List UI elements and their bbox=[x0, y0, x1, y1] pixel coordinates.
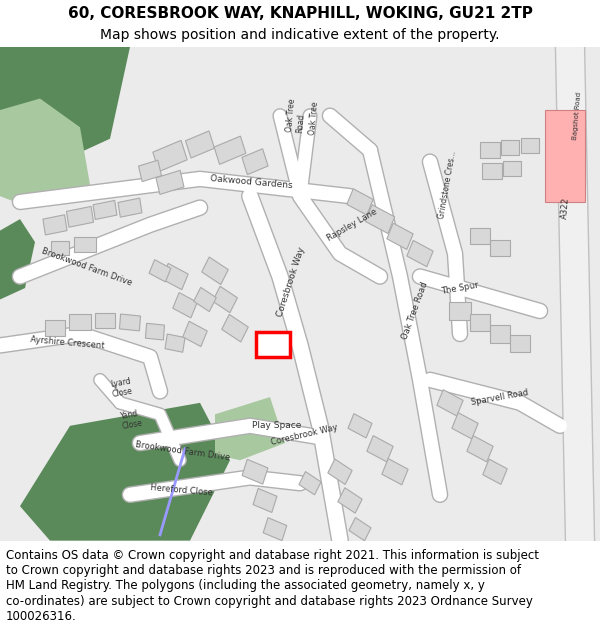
Bar bbox=[242, 149, 268, 174]
Text: Yand
Close: Yand Close bbox=[120, 409, 144, 431]
Text: Brookwood Farm Drive: Brookwood Farm Drive bbox=[40, 247, 133, 288]
Text: Hereford Close: Hereford Close bbox=[150, 483, 213, 498]
Bar bbox=[545, 110, 585, 202]
Bar bbox=[490, 326, 510, 342]
Bar bbox=[501, 141, 519, 156]
Text: Coresbrook Way: Coresbrook Way bbox=[275, 246, 306, 318]
Text: HM Land Registry. The polygons (including the associated geometry, namely x, y: HM Land Registry. The polygons (includin… bbox=[6, 579, 485, 592]
Bar bbox=[328, 459, 352, 484]
Polygon shape bbox=[0, 219, 35, 299]
Text: Contains OS data © Crown copyright and database right 2021. This information is : Contains OS data © Crown copyright and d… bbox=[6, 549, 539, 562]
Polygon shape bbox=[215, 397, 285, 460]
Bar bbox=[470, 314, 490, 331]
Text: Coresbrook Way: Coresbrook Way bbox=[270, 423, 338, 447]
Bar bbox=[452, 412, 478, 439]
Bar bbox=[95, 312, 115, 328]
Bar bbox=[467, 436, 493, 462]
Bar bbox=[338, 488, 362, 513]
Bar bbox=[119, 314, 140, 331]
Bar bbox=[263, 518, 287, 541]
Text: Oakwood Gardens: Oakwood Gardens bbox=[210, 174, 293, 191]
Bar bbox=[149, 259, 171, 282]
Text: Grindstone Cres...: Grindstone Cres... bbox=[437, 150, 458, 219]
Text: Map shows position and indicative extent of the property.: Map shows position and indicative extent… bbox=[100, 28, 500, 42]
Bar bbox=[183, 321, 207, 347]
Bar bbox=[490, 240, 510, 256]
Bar bbox=[348, 414, 372, 438]
Bar bbox=[43, 215, 67, 235]
Text: co-ordinates) are subject to Crown copyright and database rights 2023 Ordnance S: co-ordinates) are subject to Crown copyr… bbox=[6, 594, 533, 608]
Bar bbox=[51, 241, 69, 255]
Bar bbox=[367, 436, 393, 462]
Bar bbox=[449, 302, 471, 319]
Bar bbox=[222, 314, 248, 342]
Bar bbox=[480, 142, 500, 158]
Bar bbox=[173, 292, 197, 318]
Bar bbox=[407, 241, 433, 267]
Text: Play Space: Play Space bbox=[252, 421, 301, 430]
Text: Bagshot Road: Bagshot Road bbox=[572, 92, 582, 140]
Bar bbox=[365, 205, 395, 234]
Bar bbox=[194, 288, 216, 312]
Bar bbox=[483, 459, 507, 484]
Bar bbox=[482, 163, 502, 179]
Bar bbox=[521, 138, 539, 153]
Bar bbox=[165, 334, 185, 352]
Bar bbox=[256, 332, 290, 357]
Bar bbox=[510, 334, 530, 352]
Bar bbox=[162, 263, 188, 289]
Bar bbox=[503, 161, 521, 176]
Bar bbox=[214, 136, 246, 164]
Text: Ayrshire Crescent: Ayrshire Crescent bbox=[30, 336, 105, 351]
Polygon shape bbox=[0, 47, 130, 162]
Bar bbox=[387, 223, 413, 249]
Bar bbox=[242, 459, 268, 484]
Text: Oak Tree Road: Oak Tree Road bbox=[400, 281, 429, 341]
Bar bbox=[347, 189, 373, 215]
Text: to Crown copyright and database rights 2023 and is reproduced with the permissio: to Crown copyright and database rights 2… bbox=[6, 564, 521, 578]
Bar bbox=[349, 518, 371, 541]
Bar bbox=[253, 488, 277, 512]
Bar bbox=[202, 257, 228, 284]
Bar bbox=[67, 206, 94, 228]
Text: Rapsley Lane: Rapsley Lane bbox=[325, 207, 378, 243]
Text: Oak Tree
Road: Oak Tree Road bbox=[285, 98, 307, 133]
Text: A322: A322 bbox=[560, 196, 571, 219]
Bar bbox=[145, 323, 164, 340]
Bar bbox=[139, 160, 161, 182]
Bar bbox=[185, 131, 214, 158]
Bar bbox=[156, 171, 184, 194]
Text: 100026316.: 100026316. bbox=[6, 610, 77, 622]
Text: Oak Tree: Oak Tree bbox=[308, 101, 320, 135]
Text: Brookwood Farm Drive: Brookwood Farm Drive bbox=[135, 440, 231, 462]
Text: Lyard
Close: Lyard Close bbox=[110, 376, 134, 399]
Polygon shape bbox=[0, 99, 90, 208]
Bar bbox=[470, 228, 490, 244]
Bar bbox=[153, 141, 187, 171]
Bar bbox=[382, 459, 408, 485]
Text: 60, CORESBROOK WAY, KNAPHILL, WOKING, GU21 2TP: 60, CORESBROOK WAY, KNAPHILL, WOKING, GU… bbox=[68, 6, 532, 21]
Text: The Spur: The Spur bbox=[440, 280, 479, 296]
Bar bbox=[437, 390, 463, 416]
Polygon shape bbox=[20, 403, 230, 541]
Bar bbox=[299, 472, 321, 495]
Bar bbox=[93, 201, 117, 219]
Bar bbox=[74, 237, 96, 252]
Bar bbox=[45, 320, 65, 336]
Bar bbox=[212, 286, 238, 312]
Bar bbox=[69, 314, 91, 331]
Bar bbox=[118, 198, 142, 217]
Text: Sparvell Road: Sparvell Road bbox=[470, 388, 529, 406]
